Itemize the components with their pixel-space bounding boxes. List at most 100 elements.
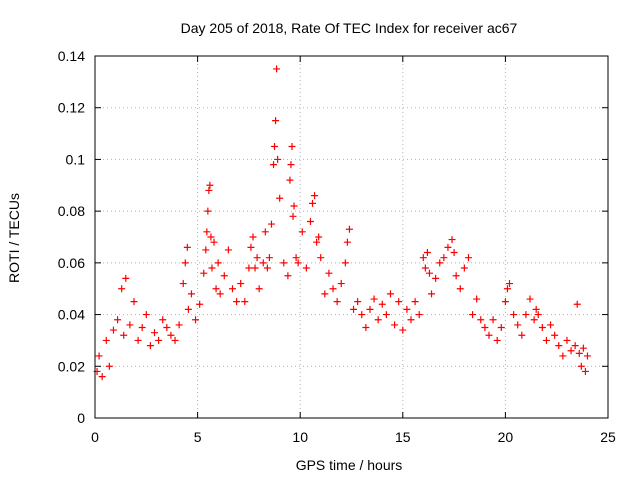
data-point [138, 324, 146, 331]
data-point [329, 285, 337, 293]
data-point [292, 254, 300, 262]
data-point [98, 373, 106, 381]
data-point [146, 342, 154, 350]
y-tick-label: 0.06 [58, 255, 85, 271]
data-point [247, 243, 255, 251]
x-axis-label: GPS time / hours [296, 457, 403, 473]
data-point [567, 347, 575, 355]
data-point [224, 246, 232, 254]
data-point [167, 331, 175, 339]
data-point [395, 298, 403, 306]
data-point [270, 161, 278, 169]
data-point [245, 264, 253, 272]
plot-frame [94, 55, 609, 419]
data-point [444, 243, 452, 251]
data-point [286, 176, 294, 184]
data-point [126, 321, 134, 329]
data-point [345, 225, 353, 233]
data-point [151, 329, 159, 337]
data-point [280, 259, 288, 267]
data-point [481, 324, 489, 331]
data-point [542, 336, 550, 344]
data-point [506, 280, 514, 288]
data-point [181, 259, 189, 267]
data-point [452, 272, 460, 280]
data-point [315, 233, 323, 241]
data-point [284, 272, 292, 280]
data-point [306, 217, 314, 225]
y-tick-label: 0.02 [58, 358, 85, 374]
data-point [440, 254, 448, 262]
data-point [233, 298, 241, 306]
data-point [289, 212, 297, 220]
data-point [337, 280, 345, 288]
data-point [203, 228, 211, 236]
data-point [425, 269, 433, 277]
data-point [514, 321, 522, 329]
data-point [122, 274, 130, 282]
data-point [386, 290, 394, 298]
data-point [259, 259, 267, 267]
data-point [538, 324, 546, 331]
data-point [464, 254, 472, 262]
data-point [287, 161, 295, 169]
data-point [555, 342, 563, 350]
data-point [411, 298, 419, 306]
data-point [571, 342, 579, 350]
data-point [477, 316, 485, 324]
data-point [290, 202, 298, 210]
data-point [313, 238, 321, 246]
data-point [583, 352, 591, 360]
data-point [450, 249, 458, 257]
data-point [105, 362, 113, 370]
x-tick-label: 15 [395, 429, 411, 445]
y-tick-label: 0.08 [58, 203, 85, 219]
data-point [579, 344, 587, 352]
data-point [288, 143, 296, 150]
data-point [559, 352, 567, 360]
data-point [241, 298, 249, 306]
data-point [187, 290, 195, 298]
data-point [460, 264, 468, 272]
data-point [311, 192, 319, 200]
y-tick-label: 0.12 [58, 100, 85, 116]
data-point [205, 186, 213, 194]
data-point [114, 316, 122, 324]
y-tick-label: 0.04 [58, 307, 85, 323]
data-point [317, 254, 325, 262]
data-point [249, 233, 257, 241]
data-point [473, 295, 481, 303]
y-tick-label: 0.14 [58, 48, 85, 64]
data-point [581, 367, 589, 375]
data-point [532, 305, 540, 313]
data-point [200, 269, 208, 277]
data-point [436, 259, 444, 267]
data-point [391, 321, 399, 329]
data-point [271, 143, 279, 150]
data-point [261, 228, 269, 236]
data-point [163, 324, 171, 331]
data-point [432, 274, 440, 282]
data-point [419, 254, 427, 262]
data-point [255, 285, 263, 293]
data-point [272, 117, 280, 125]
data-point [534, 311, 542, 319]
data-point [518, 331, 526, 339]
data-point [130, 298, 138, 306]
data-point [551, 331, 559, 339]
data-point [216, 290, 224, 298]
data-point [120, 331, 128, 339]
data-point [530, 316, 538, 324]
data-point [501, 298, 509, 306]
data-point [573, 300, 581, 308]
x-tick-label: 10 [292, 429, 308, 445]
data-point [489, 316, 497, 324]
data-point [102, 336, 110, 344]
data-point [109, 326, 117, 334]
data-point [358, 311, 366, 319]
data-point [237, 280, 245, 288]
data-point [485, 331, 493, 339]
data-point [251, 264, 259, 272]
data-point [208, 264, 216, 272]
